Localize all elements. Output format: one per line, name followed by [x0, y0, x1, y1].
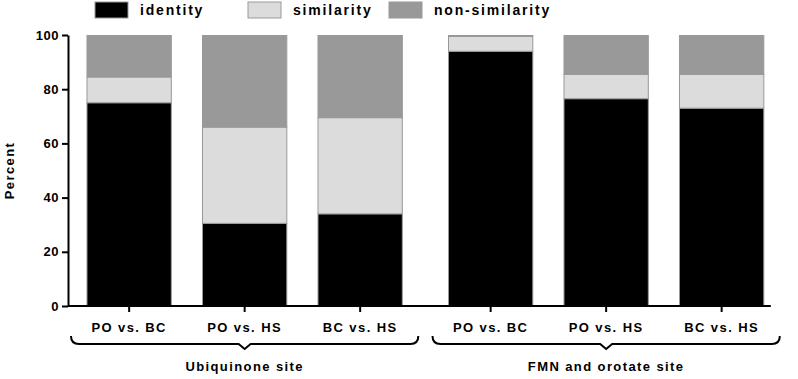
- x-tick-label: BC vs. HS: [323, 320, 398, 335]
- bar-segment: [448, 35, 532, 36]
- y-tick-mark: [62, 89, 68, 91]
- x-axis: PO vs. BC PO vs. HS BC vs. HS PO vs. BC PO v…: [68, 306, 771, 335]
- y-axis-title: Percent: [2, 142, 17, 200]
- bar-segment: [448, 36, 532, 51]
- group-bracket: [71, 336, 418, 349]
- y-axis-line: [68, 36, 70, 307]
- x-axis-line: [68, 305, 771, 307]
- bar-segment: [679, 108, 763, 306]
- bar-segment: [202, 35, 286, 127]
- legend-swatch: [95, 2, 128, 18]
- x-tick-label: BC vs. HS: [684, 320, 759, 335]
- y-tick-mark: [62, 306, 68, 308]
- legend-label: identity: [140, 2, 204, 18]
- bar-segment: [318, 35, 402, 118]
- x-tick-mark: [359, 306, 361, 312]
- chart: 0 20 40 60 80 100 Percent PO vs. BC PO vs. HS BC …: [0, 0, 798, 379]
- x-tick-mark: [244, 306, 246, 312]
- y-tick-mark: [62, 251, 68, 253]
- legend: identity similarity non-similarity: [95, 2, 551, 18]
- y-tick-label: 0: [51, 299, 59, 314]
- bar-segment: [318, 118, 402, 214]
- legend-swatch: [248, 2, 281, 18]
- y-tick-mark: [62, 197, 68, 199]
- bar-segment: [564, 74, 648, 98]
- y-tick: 60: [44, 136, 68, 151]
- y-tick-label: 60: [44, 136, 59, 151]
- y-tick: 40: [44, 190, 68, 205]
- x-tick-label: PO vs. BC: [453, 320, 528, 335]
- x-tick-mark: [128, 306, 130, 312]
- bar-segment: [202, 127, 286, 223]
- bar-segment: [87, 35, 171, 77]
- bar-segment: [448, 51, 532, 306]
- x-tick-mark: [721, 306, 723, 312]
- y-tick: 0: [51, 299, 68, 314]
- y-tick-label: 100: [36, 28, 59, 43]
- bar-segment: [564, 99, 648, 306]
- y-tick-mark: [62, 143, 68, 145]
- bar-segment: [318, 214, 402, 306]
- y-tick: 80: [44, 82, 68, 97]
- legend-label: similarity: [293, 2, 372, 18]
- legend-swatch: [389, 2, 422, 18]
- bar-segment: [87, 77, 171, 103]
- group-bracket: [432, 336, 779, 349]
- x-tick-label: PO vs. HS: [569, 320, 644, 335]
- y-tick-mark: [62, 35, 68, 37]
- x-tick-label: PO vs. HS: [207, 320, 282, 335]
- y-axis: 0 20 40 60 80 100: [36, 28, 69, 314]
- bar-segment: [564, 35, 648, 74]
- y-tick-label: 40: [44, 190, 59, 205]
- group-label: Ubiquinone site: [185, 359, 304, 374]
- bars: [87, 35, 764, 306]
- y-tick: 100: [36, 28, 68, 43]
- bar-segment: [679, 35, 763, 74]
- x-tick-mark: [605, 306, 607, 312]
- y-tick-label: 80: [44, 82, 59, 97]
- bar-segment: [202, 223, 286, 306]
- group-label: FMN and orotate site: [528, 359, 685, 374]
- bar-segment: [87, 103, 171, 306]
- y-tick: 20: [44, 244, 68, 259]
- x-tick-label: PO vs. BC: [91, 320, 166, 335]
- x-tick-mark: [490, 306, 492, 312]
- bar-segment: [679, 74, 763, 108]
- y-tick-label: 20: [44, 244, 59, 259]
- legend-label: non-similarity: [434, 2, 551, 18]
